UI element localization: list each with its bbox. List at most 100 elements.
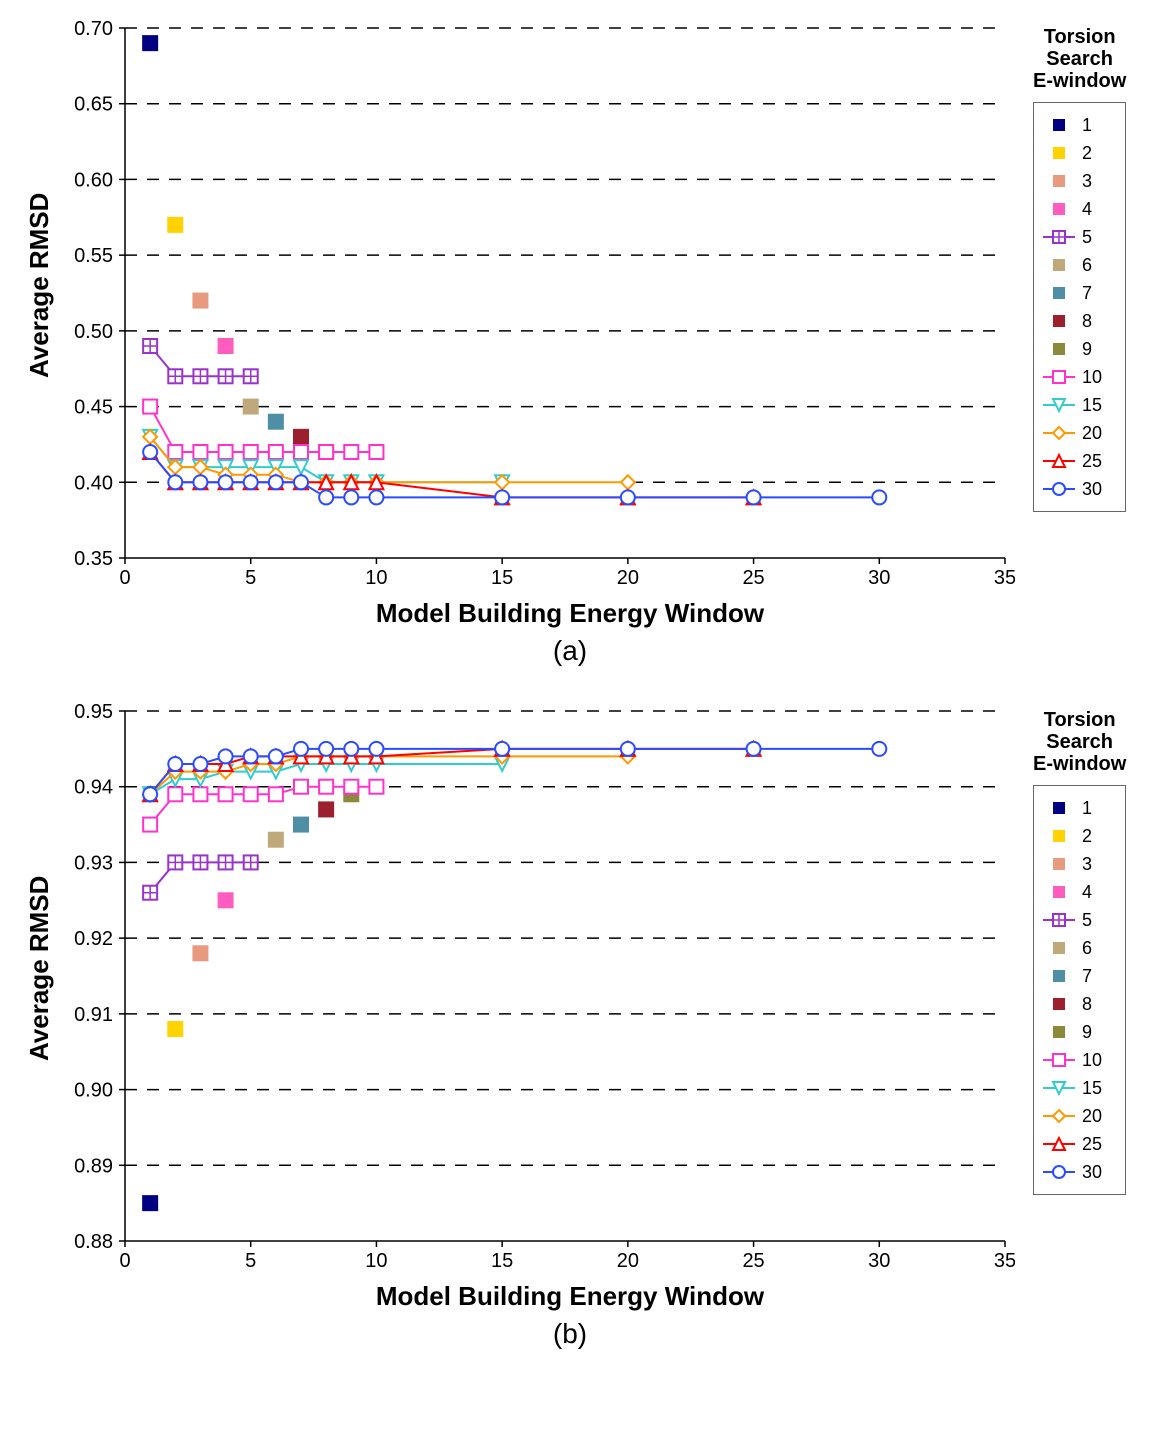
series-7: [268, 414, 284, 430]
x-tick-label: 35: [994, 567, 1015, 589]
legend-swatch-svg: [1042, 910, 1076, 930]
legend-label: 30: [1082, 1162, 1102, 1183]
legend-row: 25: [1042, 1130, 1115, 1158]
y-tick-label: 0.93: [74, 852, 113, 874]
x-tick-label: 20: [617, 1250, 639, 1272]
legend-row: 2: [1042, 822, 1115, 850]
y-tick-label: 0.91: [74, 1004, 113, 1026]
legend-swatch: [1042, 115, 1076, 135]
y-axis-title: Average RMSD: [20, 703, 55, 1233]
legend-label: 10: [1082, 1050, 1102, 1071]
legend-label: 6: [1082, 255, 1092, 276]
legend-swatch: [1042, 423, 1076, 443]
panel-body: Average RMSD0.350.400.450.500.550.600.65…: [20, 20, 1140, 667]
legend-row: 1: [1042, 111, 1115, 139]
legend-label: 25: [1082, 451, 1102, 472]
legend-title: TorsionSearchE-window: [1033, 709, 1126, 775]
legend-label: 5: [1082, 910, 1092, 931]
legend-swatch-svg: [1042, 423, 1076, 443]
y-tick-label: 0.55: [74, 245, 113, 267]
legend-row: 30: [1042, 1158, 1115, 1186]
legend-row: 25: [1042, 447, 1115, 475]
legend-row: 10: [1042, 1046, 1115, 1074]
x-tick-label: 30: [868, 1250, 890, 1272]
series-6: [268, 832, 284, 848]
legend-swatch: [1042, 910, 1076, 930]
y-tick-label: 0.45: [74, 397, 113, 419]
legend-row: 3: [1042, 850, 1115, 878]
legend-row: 8: [1042, 307, 1115, 335]
legend-swatch: [1042, 283, 1076, 303]
legend-swatch-svg: [1042, 1106, 1076, 1126]
panel-body: Average RMSD0.880.890.900.910.920.930.94…: [20, 703, 1140, 1350]
legend-swatch-svg: [1042, 367, 1076, 387]
y-tick-label: 0.70: [74, 20, 113, 40]
legend-label: 5: [1082, 227, 1092, 248]
legend-column: TorsionSearchE-window1234567891015202530: [1033, 709, 1126, 1195]
x-axis-title: Model Building Energy Window: [55, 598, 1015, 629]
legend-label: 9: [1082, 1022, 1092, 1043]
legend-label: 25: [1082, 1134, 1102, 1155]
x-tick-label: 0: [119, 1250, 130, 1272]
legend-swatch: [1042, 1134, 1076, 1154]
legend-row: 15: [1042, 391, 1115, 419]
legend-row: 7: [1042, 962, 1115, 990]
y-tick-label: 0.92: [74, 928, 113, 950]
legend-swatch: [1042, 938, 1076, 958]
plot-wrap: 0.880.890.900.910.920.930.940.9505101520…: [55, 703, 1015, 1350]
panel-a: Average RMSD0.350.400.450.500.550.600.65…: [20, 20, 1140, 667]
sub-label: (a): [55, 635, 1015, 667]
legend-row: 20: [1042, 1102, 1115, 1130]
x-tick-label: 10: [365, 567, 387, 589]
legend-swatch: [1042, 143, 1076, 163]
y-axis-title: Average RMSD: [20, 20, 55, 550]
chart-column: Average RMSD0.880.890.900.910.920.930.94…: [20, 703, 1015, 1350]
legend-swatch-svg: [1042, 255, 1076, 275]
sub-label: (b): [55, 1318, 1015, 1350]
legend-label: 1: [1082, 798, 1092, 819]
figure: Average RMSD0.350.400.450.500.550.600.65…: [20, 20, 1140, 1350]
legend-swatch-svg: [1042, 339, 1076, 359]
legend-label: 10: [1082, 367, 1102, 388]
legend-row: 4: [1042, 878, 1115, 906]
series-5: [143, 339, 258, 383]
legend-swatch-svg: [1042, 1162, 1076, 1182]
series-4: [218, 892, 234, 908]
legend-swatch: [1042, 199, 1076, 219]
x-tick-label: 30: [868, 567, 890, 589]
legend-swatch: [1042, 227, 1076, 247]
series-8: [293, 429, 309, 445]
legend-swatch-svg: [1042, 479, 1076, 499]
series-1: [142, 1195, 158, 1211]
x-tick-label: 5: [245, 1250, 256, 1272]
legend-swatch-svg: [1042, 966, 1076, 986]
legend-swatch-svg: [1042, 199, 1076, 219]
legend-swatch: [1042, 451, 1076, 471]
legend-swatch: [1042, 255, 1076, 275]
legend-box: 1234567891015202530: [1033, 102, 1126, 512]
series-20: [143, 430, 635, 489]
y-tick-label: 0.35: [74, 548, 113, 570]
legend-swatch-svg: [1042, 1050, 1076, 1070]
x-axis-title: Model Building Energy Window: [55, 1281, 1015, 1312]
legend-swatch: [1042, 1078, 1076, 1098]
legend-label: 3: [1082, 854, 1092, 875]
series-7: [293, 817, 309, 833]
legend-label: 7: [1082, 283, 1092, 304]
legend-row: 7: [1042, 279, 1115, 307]
x-tick-label: 10: [365, 1250, 387, 1272]
legend-swatch: [1042, 882, 1076, 902]
legend-column: TorsionSearchE-window1234567891015202530: [1033, 26, 1126, 512]
legend-swatch: [1042, 311, 1076, 331]
legend-swatch: [1042, 994, 1076, 1014]
series-6: [243, 399, 259, 415]
series-2: [167, 217, 183, 233]
legend-row: 4: [1042, 195, 1115, 223]
x-tick-label: 15: [491, 1250, 513, 1272]
legend-swatch-svg: [1042, 171, 1076, 191]
legend-row: 5: [1042, 223, 1115, 251]
legend-row: 6: [1042, 934, 1115, 962]
legend-swatch-svg: [1042, 994, 1076, 1014]
y-tick-label: 0.60: [74, 169, 113, 191]
chart-column: Average RMSD0.350.400.450.500.550.600.65…: [20, 20, 1015, 667]
